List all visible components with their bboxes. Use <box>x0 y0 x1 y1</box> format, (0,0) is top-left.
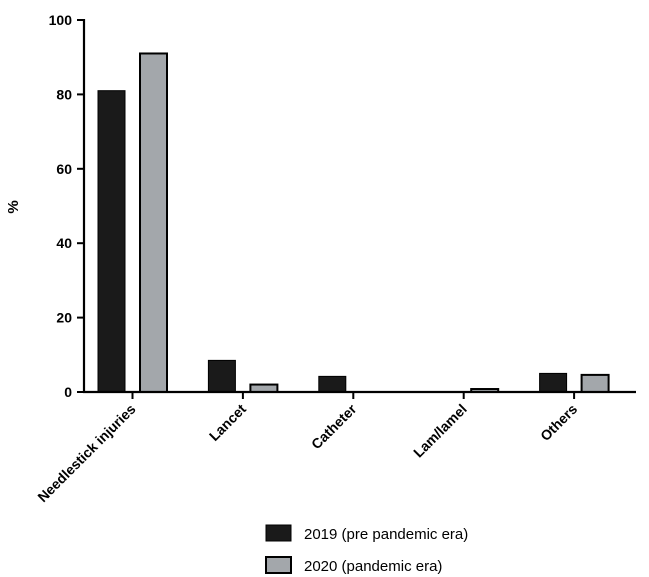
bar-2020-others <box>580 373 610 393</box>
legend-swatch-2019 <box>265 524 292 542</box>
y-tick-label: 100 <box>49 12 73 28</box>
x-category-label: Lam/lamel <box>410 401 470 461</box>
y-tick-label: 80 <box>56 86 72 102</box>
x-ticks: Needlestick injuries Lancet Catheter Lam/la… <box>34 392 580 505</box>
y-tick-label: 0 <box>64 384 72 400</box>
y-axis-title: % <box>5 200 22 213</box>
y-ticks: 0 20 40 60 80 100 <box>49 12 84 400</box>
x-category-label: Lancet <box>206 401 249 444</box>
bar-2019-catheter <box>318 375 347 393</box>
x-category-label: Needlestick injuries <box>34 401 138 505</box>
bars-layer <box>97 52 610 393</box>
y-tick-label: 60 <box>56 161 72 177</box>
legend-label-2020: 2020 (pandemic era) <box>304 558 442 575</box>
bar-2019-needlestick-injuries <box>97 90 126 393</box>
y-tick-label: 40 <box>56 235 72 251</box>
legend: 2019 (pre pandemic era) 2020 (pandemic er… <box>265 524 468 575</box>
y-tick-label: 20 <box>56 310 72 326</box>
x-category-label: Others <box>537 401 580 444</box>
axes-layer <box>82 19 636 394</box>
legend-label-2019: 2019 (pre pandemic era) <box>304 526 468 543</box>
bar-2020-needlestick-injuries <box>139 52 168 393</box>
bar-2019-others <box>539 372 568 393</box>
bar-2020-lancet <box>249 383 279 393</box>
bar-2019-lancet <box>207 359 236 393</box>
legend-swatch-2020 <box>265 556 292 574</box>
x-category-label: Catheter <box>308 400 360 452</box>
